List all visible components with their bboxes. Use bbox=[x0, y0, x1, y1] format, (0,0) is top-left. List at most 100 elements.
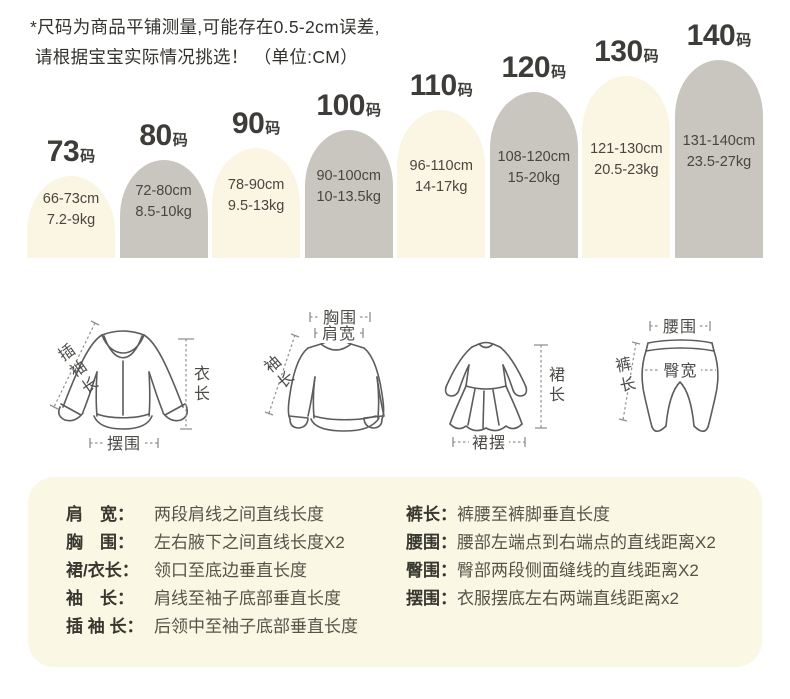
dress-length-label: 裙长 bbox=[548, 367, 565, 404]
size-bar: 66-73cm 7.2-9kg bbox=[27, 176, 115, 258]
size-column-73: 73 码 66-73cm 7.2-9kg bbox=[27, 135, 115, 258]
definition-text: 领口至底边垂直长度 bbox=[154, 561, 307, 580]
sweatshirt-shoulder-label: 肩宽 bbox=[315, 325, 363, 344]
height-range: 72-80cm bbox=[135, 183, 192, 200]
size-column-100: 100 码 90-100cm 10-13.5kg bbox=[304, 89, 393, 258]
height-range: 96-110cm bbox=[409, 158, 473, 175]
size-column-110: 110 码 96-110cm 14-17kg bbox=[397, 69, 486, 258]
definitions-left-column: 肩 宽： 两段肩线之间直线长度 胸 围： 左右腋下之间直线长度X2 裙/衣长： 领口至… bbox=[66, 505, 358, 637]
size-bar: 90-100cm 10-13.5kg bbox=[304, 130, 393, 258]
weight-range: 15-20kg bbox=[507, 170, 561, 186]
definition-term: 裤长： bbox=[406, 505, 457, 524]
sweatshirt-diagram: 胸围 肩宽 袖长 bbox=[255, 303, 440, 468]
definitions-right-column: 裤长： 裤腰至裤脚垂直长度 腰围： 腰部左端点到右端点的直线距离X2 臀围： 臀部两段… bbox=[406, 505, 716, 609]
size-bar: 108-120cm 15-20kg bbox=[489, 92, 578, 258]
size-number: 73 bbox=[46, 135, 80, 168]
size-bar: 96-110cm 14-17kg bbox=[397, 110, 486, 258]
definition-term: 袖 长： bbox=[66, 589, 134, 608]
size-bar: 78-90cm 9.5-13kg bbox=[212, 148, 301, 258]
definition-text: 两段肩线之间直线长度 bbox=[154, 505, 324, 524]
size-label: 80 码 bbox=[139, 119, 187, 153]
size-number: 100 bbox=[316, 89, 365, 122]
size-number: 130 bbox=[594, 35, 643, 68]
size-columns-chart: 73 码 66-73cm 7.2-9kg 80 码 72-80cm 8.5-10kg… bbox=[27, 0, 763, 258]
size-unit: 码 bbox=[172, 132, 188, 149]
jacket-length-label: 衣长 bbox=[193, 366, 210, 403]
size-column-130: 130 码 121-130cm 20.5-23kg bbox=[582, 35, 671, 258]
disclaimer: *尺码为商品平铺测量,可能存在0.5-2cm误差, 请根据宝宝实际情况挑选！ （… bbox=[30, 12, 380, 72]
size-label: 140 码 bbox=[687, 19, 752, 53]
definition-text: 裤腰至裤脚垂直长度 bbox=[457, 505, 610, 524]
size-number: 120 bbox=[501, 51, 551, 84]
pants-waist-label: 腰围 bbox=[650, 318, 710, 337]
dress-hem-label: 裙摆 bbox=[453, 434, 525, 453]
size-label: 130 码 bbox=[594, 35, 659, 69]
size-label: 110 码 bbox=[410, 69, 473, 103]
definition-row: 摆围： 衣服摆底左右两端直线距离x2 bbox=[406, 589, 716, 609]
size-unit: 码 bbox=[80, 148, 96, 165]
weight-range: 7.2-9kg bbox=[46, 212, 96, 228]
definition-text: 衣服摆底左右两端直线距离x2 bbox=[457, 589, 679, 608]
pants-drawing bbox=[618, 321, 719, 433]
height-range: 66-73cm bbox=[42, 191, 100, 208]
size-number: 90 bbox=[231, 107, 265, 140]
weight-range: 8.5-10kg bbox=[135, 204, 192, 220]
height-range: 131-140cm bbox=[682, 133, 756, 150]
size-label: 90 码 bbox=[232, 107, 280, 141]
size-bar: 131-140cm 23.5-27kg bbox=[674, 60, 763, 258]
definition-term: 肩 宽： bbox=[66, 505, 134, 524]
jacket-hem-label: 摆围 bbox=[90, 435, 158, 454]
weight-range: 14-17kg bbox=[415, 179, 468, 195]
definition-text: 腰部左端点到右端点的直线距离X2 bbox=[457, 533, 716, 552]
size-bar: 121-130cm 20.5-23kg bbox=[582, 76, 671, 258]
dress-diagram: 裙长 裙摆 bbox=[435, 308, 615, 463]
size-column-120: 120 码 108-120cm 15-20kg bbox=[489, 51, 578, 258]
sweatshirt-chest-label: 胸围 bbox=[310, 309, 370, 328]
size-number: 80 bbox=[139, 119, 172, 152]
jacket-diagram: 插袖长 衣长 摆围 bbox=[40, 315, 240, 465]
definition-term: 裙/衣长： bbox=[66, 561, 139, 580]
weight-range: 10-13.5kg bbox=[316, 189, 381, 205]
height-range: 108-120cm bbox=[497, 149, 571, 166]
definition-text: 臀部两段侧面缝线的直线距离X2 bbox=[457, 561, 699, 580]
weight-range: 23.5-27kg bbox=[686, 154, 752, 170]
size-unit: 码 bbox=[643, 48, 659, 65]
pants-hip-label: 臀宽 bbox=[645, 362, 716, 381]
weight-range: 20.5-23kg bbox=[594, 162, 659, 178]
definition-row: 裙/衣长： 领口至底边垂直长度 bbox=[66, 561, 358, 581]
size-unit: 码 bbox=[265, 120, 281, 137]
size-bar: 72-80cm 8.5-10kg bbox=[119, 160, 208, 258]
weight-range: 9.5-13kg bbox=[227, 198, 285, 214]
size-label: 73 码 bbox=[47, 135, 95, 169]
size-column-90: 90 码 78-90cm 9.5-13kg bbox=[212, 107, 301, 258]
definition-text: 左右腋下之间直线长度X2 bbox=[154, 533, 345, 552]
definition-row: 胸 围： 左右腋下之间直线长度X2 bbox=[66, 533, 358, 553]
size-label: 100 码 bbox=[316, 89, 381, 123]
definition-row: 肩 宽： 两段肩线之间直线长度 bbox=[66, 505, 358, 525]
definition-term: 胸 围： bbox=[66, 533, 134, 552]
size-unit: 码 bbox=[457, 82, 473, 99]
definition-row: 插 袖 长： 后领中至袖子底部垂直长度 bbox=[66, 617, 358, 637]
size-number: 110 bbox=[409, 69, 457, 102]
dress-drawing bbox=[444, 341, 548, 447]
size-unit: 码 bbox=[736, 32, 752, 49]
size-unit: 码 bbox=[551, 64, 567, 81]
definition-row: 腰围： 腰部左端点到右端点的直线距离X2 bbox=[406, 533, 716, 553]
pants-diagram: 腰围 臀宽 裤长 bbox=[608, 308, 788, 463]
size-column-140: 140 码 131-140cm 23.5-27kg bbox=[674, 19, 763, 258]
definition-term: 臀围： bbox=[406, 561, 457, 580]
definition-row: 袖 长： 肩线至袖子底部垂直长度 bbox=[66, 589, 358, 609]
definition-term: 插 袖 长： bbox=[66, 617, 144, 636]
definition-row: 臀围： 臀部两段侧面缝线的直线距离X2 bbox=[406, 561, 716, 581]
height-range: 121-130cm bbox=[590, 141, 663, 158]
definition-term: 腰围： bbox=[406, 533, 457, 552]
definition-text: 后领中至袖子底部垂直长度 bbox=[154, 617, 358, 636]
definition-row: 裤长： 裤腰至裤脚垂直长度 bbox=[406, 505, 716, 525]
definition-text: 肩线至袖子底部垂直长度 bbox=[154, 589, 341, 608]
jacket-drawing bbox=[49, 320, 194, 448]
height-range: 78-90cm bbox=[227, 177, 285, 194]
size-number: 140 bbox=[686, 19, 736, 52]
size-column-80: 80 码 72-80cm 8.5-10kg bbox=[119, 119, 208, 258]
size-unit: 码 bbox=[365, 102, 381, 119]
